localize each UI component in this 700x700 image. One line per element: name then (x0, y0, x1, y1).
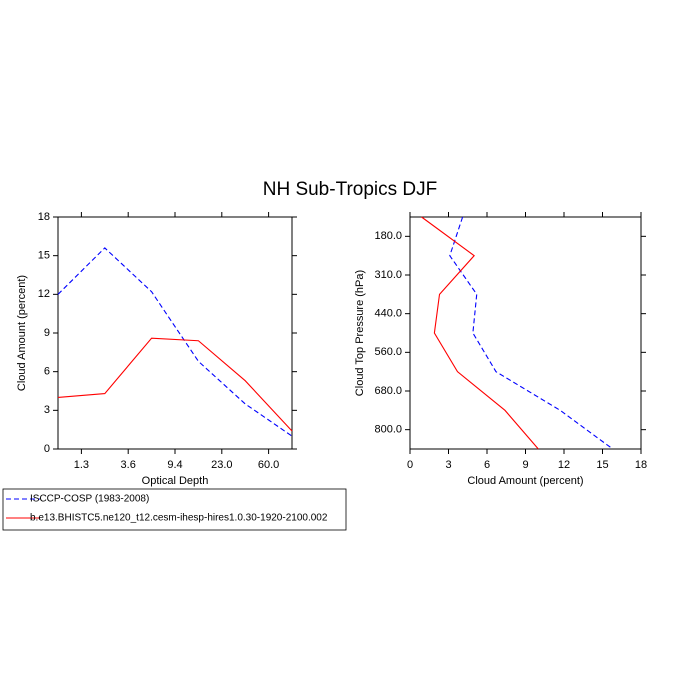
x-tick-label: 60.0 (258, 459, 279, 471)
y-tick-label: 0 (44, 443, 50, 455)
y-tick-label: 9 (44, 327, 50, 339)
legend-label: ISCCP-COSP (1983-2008) (30, 494, 149, 505)
y-tick-label: 6 (44, 366, 50, 378)
series-line (449, 216, 614, 450)
y-tick-label: 3 (44, 404, 50, 416)
y-axis-label: Cloud Top Pressure (hPa) (354, 270, 366, 396)
x-tick-label: 0 (407, 459, 413, 471)
x-tick-label: 3 (445, 459, 451, 471)
y-tick-label: 18 (38, 211, 50, 223)
x-tick-label: 9.4 (167, 459, 182, 471)
y-tick-label: 560.0 (374, 346, 402, 358)
figure-title: NH Sub-Tropics DJF (263, 179, 438, 200)
y-tick-label: 680.0 (374, 385, 402, 397)
x-tick-label: 23.0 (211, 459, 232, 471)
x-axis-label: Optical Depth (142, 475, 209, 487)
series-line (57, 247, 293, 437)
series-line (421, 216, 539, 450)
legend-box (2, 488, 347, 531)
y-tick-label: 310.0 (374, 269, 402, 281)
x-tick-label: 15 (596, 459, 608, 471)
y-tick-label: 12 (38, 288, 50, 300)
y-tick-label: 180.0 (374, 230, 402, 242)
x-tick-label: 6 (484, 459, 490, 471)
x-tick-label: 1.3 (74, 459, 89, 471)
x-tick-label: 3.6 (121, 459, 136, 471)
legend-label: b.e13.BHISTC5.ne120_t12.cesm-ihesp-hires… (30, 513, 328, 524)
series-line (57, 337, 293, 432)
y-axis-label: Cloud Amount (percent) (16, 275, 28, 391)
plot-frame (409, 216, 642, 450)
x-tick-label: 9 (522, 459, 528, 471)
x-tick-label: 18 (635, 459, 647, 471)
y-tick-label: 800.0 (374, 424, 402, 436)
y-tick-label: 440.0 (374, 308, 402, 320)
y-tick-label: 15 (38, 250, 50, 262)
x-tick-label: 12 (558, 459, 570, 471)
x-axis-label: Cloud Amount (percent) (467, 475, 583, 487)
plot-frame (57, 216, 293, 450)
